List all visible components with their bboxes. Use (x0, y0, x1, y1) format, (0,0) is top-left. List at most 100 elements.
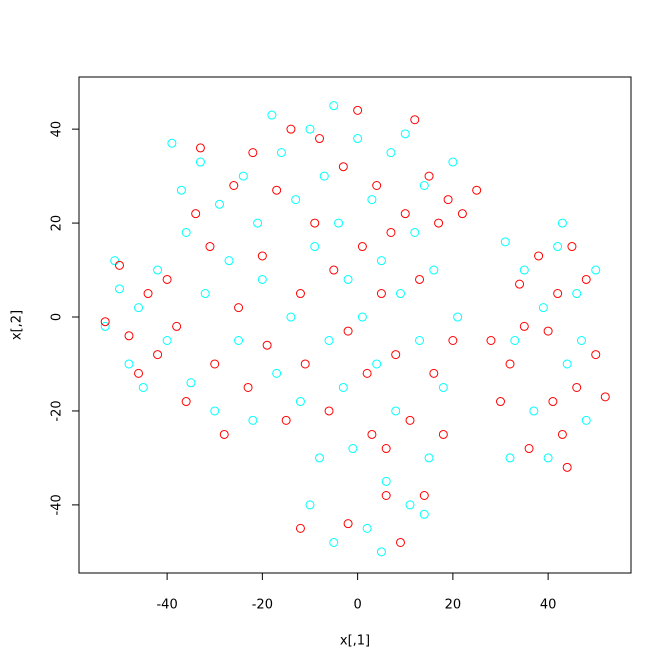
point (215, 199, 225, 209)
point (310, 218, 320, 228)
point (381, 491, 391, 500)
point (505, 359, 515, 369)
x-tick-label: -40 (156, 598, 177, 613)
point (562, 359, 572, 369)
point (376, 289, 386, 299)
point (543, 326, 553, 336)
point (181, 227, 191, 237)
point (419, 509, 429, 519)
point (553, 242, 563, 252)
point (248, 148, 258, 158)
point (286, 312, 296, 322)
point (257, 251, 267, 261)
point (267, 110, 277, 120)
point (324, 406, 334, 416)
point (443, 195, 453, 205)
point (391, 350, 401, 360)
point (529, 406, 539, 416)
point (362, 523, 372, 533)
point (557, 218, 567, 228)
point (195, 157, 205, 167)
point (424, 453, 434, 463)
point (276, 148, 286, 158)
point (376, 256, 386, 266)
point (519, 265, 529, 275)
point (438, 382, 448, 392)
point (262, 340, 272, 350)
y-tick-label: 0 (50, 313, 65, 321)
point (191, 209, 201, 219)
point (305, 500, 315, 510)
point (134, 368, 144, 378)
point (472, 185, 482, 195)
point (410, 115, 420, 125)
point (153, 265, 163, 275)
point (248, 415, 258, 425)
point (581, 274, 591, 284)
point (419, 491, 429, 500)
point (138, 382, 148, 392)
point (515, 279, 525, 289)
point (567, 242, 577, 252)
y-axis-label: x[,2] (10, 310, 25, 340)
point (114, 260, 124, 270)
point (343, 326, 353, 336)
point (319, 171, 329, 181)
point (553, 289, 563, 299)
point (315, 453, 325, 463)
point (315, 134, 325, 144)
point (348, 444, 358, 454)
x-tick-label: 40 (540, 598, 557, 613)
y-tick-label: 20 (50, 215, 65, 232)
point (186, 378, 196, 388)
point (343, 519, 353, 529)
point (367, 195, 377, 205)
point (338, 382, 348, 392)
y-tick-label: -20 (50, 400, 65, 421)
point (391, 406, 401, 416)
point (334, 218, 344, 228)
point (229, 181, 239, 190)
point (572, 382, 582, 392)
point (591, 350, 601, 360)
point (219, 429, 229, 439)
point (400, 129, 410, 139)
point (395, 289, 405, 299)
x-tick-label: -20 (252, 598, 273, 613)
point (376, 547, 386, 557)
point (543, 453, 553, 463)
point (424, 171, 434, 181)
point (534, 251, 544, 261)
y-tick-label: -40 (50, 494, 65, 515)
point (295, 397, 305, 407)
point (557, 429, 567, 439)
point (519, 321, 529, 331)
point (210, 406, 220, 416)
point (338, 162, 348, 172)
x-axis-label: x[,1] (340, 634, 370, 649)
point (181, 397, 191, 407)
point (457, 209, 467, 219)
point (410, 227, 420, 237)
point (295, 289, 305, 299)
point (434, 218, 444, 228)
point (291, 195, 301, 205)
point (343, 274, 353, 284)
point (100, 317, 110, 327)
point (505, 453, 515, 463)
point (324, 336, 334, 345)
point (415, 336, 425, 345)
x-tick-label: 20 (445, 598, 462, 613)
point (362, 368, 372, 378)
x-tick-label: 0 (353, 598, 361, 613)
point (300, 359, 310, 369)
point (238, 171, 248, 181)
point (162, 336, 172, 345)
point (381, 444, 391, 454)
point (357, 242, 367, 252)
point (234, 303, 244, 313)
point (386, 148, 396, 158)
point (367, 429, 377, 439)
point (400, 209, 410, 219)
